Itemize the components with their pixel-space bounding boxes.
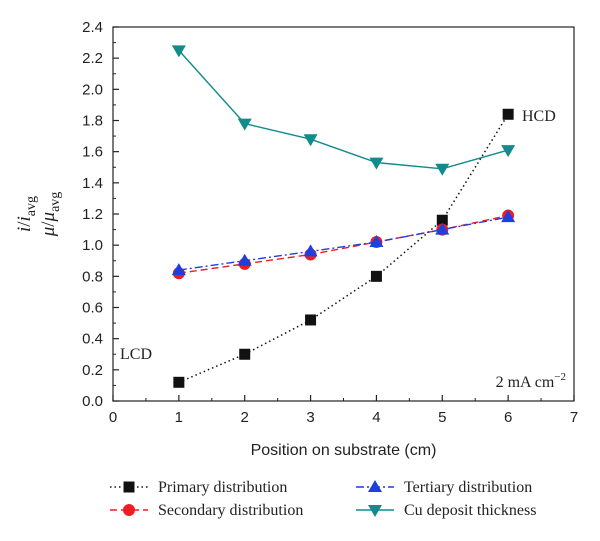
data-point bbox=[239, 348, 251, 360]
y-axis-title-thickness: μ/μavg bbox=[38, 192, 63, 238]
y-axis-title-current-subscript: avg bbox=[24, 196, 39, 216]
legend-label: Cu deposit thickness bbox=[404, 502, 536, 519]
y-axis-title-current: i/iavg bbox=[14, 196, 39, 232]
y-tick-label: 1.0 bbox=[82, 237, 103, 254]
series-line bbox=[178, 216, 509, 271]
axis-ticks: 0 1 2 3 4 5 6 7 0.0 0.2 0.4 0.6 0.8 1.0 1.2 1.4 1.6 1.8 2.… bbox=[82, 19, 578, 426]
y-tick-label: 2.2 bbox=[82, 50, 103, 67]
data-point bbox=[436, 214, 448, 226]
series-line bbox=[178, 49, 509, 170]
annotation-hcd: HCD bbox=[522, 108, 556, 125]
legend-marker bbox=[368, 505, 382, 517]
y-tick-label: 0.2 bbox=[82, 362, 103, 379]
y-tick-label: 0.8 bbox=[82, 268, 103, 285]
data-point bbox=[237, 118, 252, 131]
legend-item: Primary distribution bbox=[110, 479, 287, 496]
x-axis-title: Position on substrate (cm) bbox=[251, 442, 437, 459]
legend-label: Primary distribution bbox=[158, 479, 287, 496]
series-primary-distribution bbox=[173, 108, 514, 388]
legend: Primary distribution Secondary distributi… bbox=[110, 479, 536, 519]
data-point bbox=[237, 253, 252, 266]
x-tick-label: 0 bbox=[109, 409, 117, 426]
y-axis-title-thickness-subscript: avg bbox=[48, 192, 63, 212]
data-point bbox=[303, 134, 318, 147]
x-tick-label: 1 bbox=[175, 409, 183, 426]
data-point bbox=[501, 145, 516, 158]
y-axis-title-current-denominator: i bbox=[14, 216, 35, 221]
series-cu-deposit-thickness bbox=[171, 45, 516, 176]
data-point bbox=[369, 157, 384, 170]
y-axis-title-thickness-numerator: μ bbox=[38, 227, 59, 238]
x-tick-label: 4 bbox=[372, 409, 380, 426]
series-layer bbox=[171, 45, 516, 388]
series-secondary-distribution bbox=[172, 209, 515, 280]
annotation-current-density-exponent: −2 bbox=[554, 371, 566, 383]
legend-marker bbox=[123, 504, 135, 516]
annotation-current-density-value: 2 mA cm bbox=[496, 374, 555, 391]
annotation-current-density: 2 mA cm−2 bbox=[496, 371, 566, 391]
legend-marker bbox=[368, 480, 382, 492]
x-tick-label: 7 bbox=[570, 409, 578, 426]
data-point bbox=[171, 45, 186, 58]
data-point bbox=[502, 108, 514, 120]
data-point bbox=[305, 314, 317, 326]
series-line bbox=[178, 113, 509, 383]
y-axis-title-current-numerator: i bbox=[14, 227, 35, 232]
y-tick-label: 1.8 bbox=[82, 113, 103, 130]
data-point bbox=[435, 163, 450, 176]
legend-item: Secondary distribution bbox=[110, 502, 303, 519]
y-tick-label: 0.6 bbox=[82, 300, 103, 317]
legend-label: Tertiary distribution bbox=[404, 479, 532, 496]
data-point bbox=[435, 222, 450, 235]
y-tick-label: 1.4 bbox=[82, 175, 103, 192]
plot-frame bbox=[112, 26, 575, 402]
data-point bbox=[369, 235, 384, 248]
data-point bbox=[171, 263, 186, 276]
x-tick-label: 3 bbox=[306, 409, 314, 426]
annotation-lcd: LCD bbox=[120, 346, 152, 363]
y-tick-label: 0.0 bbox=[82, 393, 103, 410]
data-point bbox=[303, 244, 318, 257]
y-tick-label: 0.4 bbox=[82, 331, 103, 348]
series-line bbox=[178, 214, 509, 274]
series-tertiary-distribution bbox=[171, 210, 516, 276]
y-axis-title-current-slash: / bbox=[14, 221, 35, 227]
x-tick-label: 5 bbox=[438, 409, 446, 426]
y-tick-label: 2.4 bbox=[82, 19, 103, 36]
data-point bbox=[501, 210, 516, 223]
data-point bbox=[370, 270, 382, 282]
y-axis-title-thickness-denominator: μ bbox=[38, 212, 59, 223]
legend-item: Cu deposit thickness bbox=[356, 502, 536, 519]
legend-item: Tertiary distribution bbox=[356, 479, 532, 496]
x-tick-label: 2 bbox=[241, 409, 249, 426]
y-axis-title-thickness-slash: / bbox=[38, 221, 59, 227]
y-tick-label: 2.0 bbox=[82, 81, 103, 98]
data-point bbox=[173, 376, 185, 388]
legend-marker bbox=[123, 481, 135, 493]
y-tick-label: 1.6 bbox=[82, 144, 103, 161]
legend-label: Secondary distribution bbox=[158, 502, 303, 519]
x-tick-label: 6 bbox=[504, 409, 512, 426]
y-tick-label: 1.2 bbox=[82, 206, 103, 223]
